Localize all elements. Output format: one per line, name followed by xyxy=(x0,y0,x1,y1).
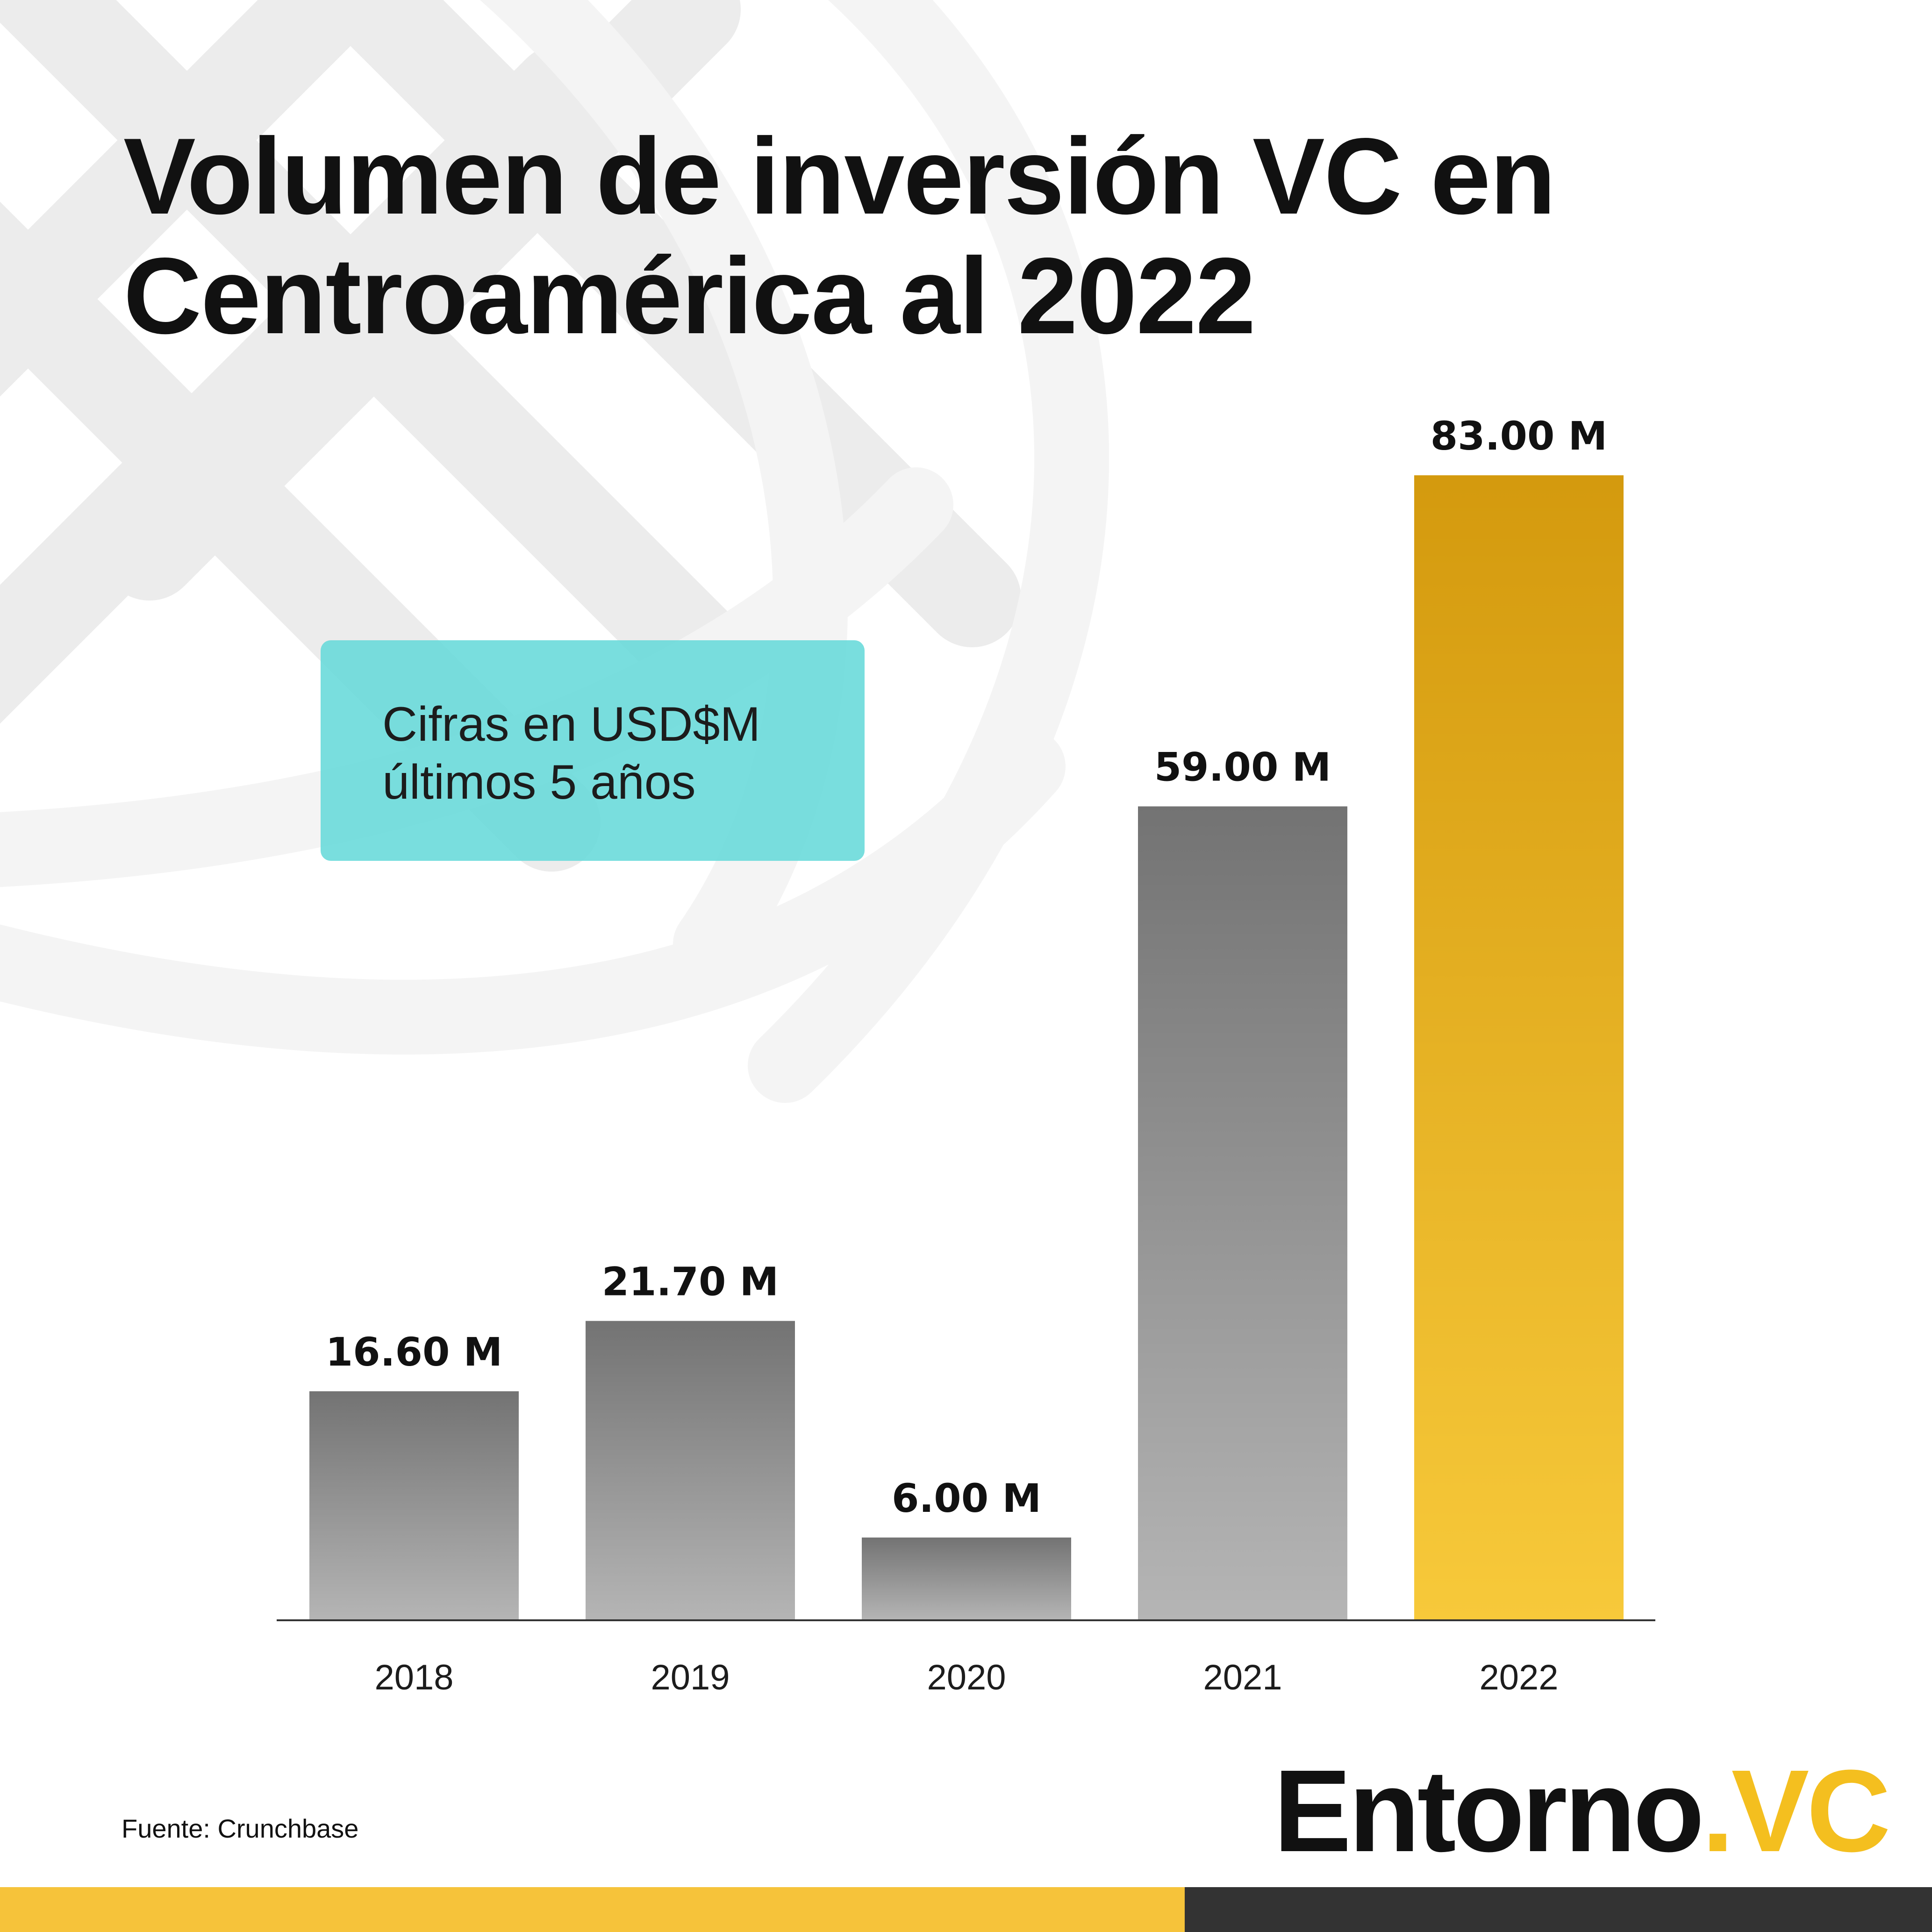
logo-word: Entorno xyxy=(1274,1746,1704,1876)
data-label-2018: 16.60 M xyxy=(326,1329,503,1375)
bar-2020 xyxy=(862,1537,1071,1620)
bar-2019 xyxy=(586,1321,795,1620)
x-tick-label-2022: 2022 xyxy=(1479,1658,1558,1697)
units-note-line-2: últimos 5 años xyxy=(382,755,696,809)
data-label-2022: 83.00 M xyxy=(1431,413,1608,459)
chart-title-line-1: Volumen de inversión VC en xyxy=(123,116,1556,237)
bar-2021 xyxy=(1138,806,1347,1620)
units-note-line-1: Cifras en USD$M xyxy=(382,697,761,751)
entorno-vc-logo: Entorno.VC xyxy=(1274,1746,1891,1876)
bars-layer: 16.60 M 2018 21.70 M 2019 6.00 M 2020 59.00 M 2… xyxy=(309,413,1624,1697)
data-label-2020: 6.00 M xyxy=(892,1475,1041,1521)
data-label-2019: 21.70 M xyxy=(602,1259,779,1304)
footer-bar-yellow xyxy=(0,1887,1185,1932)
chart-title-line-2: Centroamérica al 2022 xyxy=(123,236,1256,357)
bar-2018 xyxy=(309,1391,519,1620)
logo-dot: . xyxy=(1702,1746,1734,1876)
logo-suffix: VC xyxy=(1731,1746,1891,1876)
chart-title: Volumen de inversión VC en Centroamérica… xyxy=(123,117,1759,356)
data-label-2021: 59.00 M xyxy=(1154,744,1331,790)
bar-2022 xyxy=(1414,475,1624,1620)
x-tick-label-2018: 2018 xyxy=(374,1658,453,1697)
source-credit: Fuente: Crunchbase xyxy=(122,1814,359,1843)
footer-bar-dark xyxy=(1185,1887,1932,1932)
x-tick-label-2019: 2019 xyxy=(651,1658,730,1697)
units-note-box: Cifras en USD$M últimos 5 años xyxy=(321,640,865,861)
x-tick-label-2021: 2021 xyxy=(1203,1658,1282,1697)
x-tick-label-2020: 2020 xyxy=(927,1658,1006,1697)
